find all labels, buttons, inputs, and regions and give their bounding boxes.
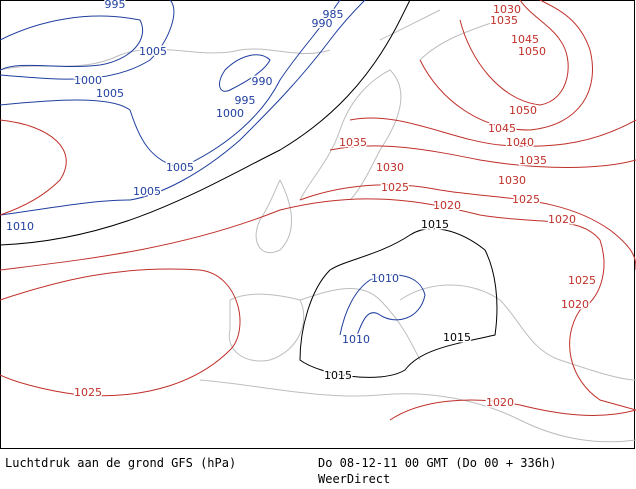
isobar-label: 1035	[339, 136, 367, 149]
isobar-label: 1005	[133, 185, 161, 198]
source: WeerDirect	[318, 472, 391, 486]
isobar-label: 1030	[376, 161, 404, 174]
map-title: Luchtdruk aan de grond GFS (hPa)	[5, 456, 237, 470]
isobar-label: 1025	[381, 181, 409, 194]
isobar-label: 1050	[509, 104, 537, 117]
isobar-label: 1005	[166, 161, 194, 174]
isobar-label: 1020	[486, 396, 514, 409]
isobar-label: 985	[323, 8, 344, 21]
isobar-label: 1030	[498, 174, 526, 187]
valid-time: Do 08-12-11 00 GMT (Do 00 + 336h)	[318, 456, 557, 470]
isobar-lines	[0, 0, 636, 421]
isobar-label: 1050	[518, 45, 546, 58]
isobar-label: 995	[235, 94, 256, 107]
isobar-label: 1020	[561, 298, 589, 311]
isobar-label: 1005	[96, 87, 124, 100]
isobar-label: 1045	[488, 122, 516, 135]
isobar-label: 1000	[74, 74, 102, 87]
isobar-label: 995	[105, 0, 126, 11]
isobar-label: 1010	[6, 220, 34, 233]
isobar-label: 1020	[433, 199, 461, 212]
isobar-label: 1010	[371, 272, 399, 285]
isobar-label: 1035	[519, 154, 547, 167]
isobar-label: 1025	[568, 274, 596, 287]
isobar-label: 1010	[342, 333, 370, 346]
map-frame	[0, 0, 635, 449]
map: 995 985 990 1005 1000 1005 990 995 1000 …	[0, 0, 636, 449]
isobar-label: 1020	[548, 213, 576, 226]
isobar-label: 1015	[421, 218, 449, 231]
isobar-label: 1005	[139, 45, 167, 58]
isobar-label: 990	[312, 17, 333, 30]
isobar-label: 1025	[512, 193, 540, 206]
isobar-label: 990	[252, 75, 273, 88]
isobar-label: 1030	[493, 3, 521, 16]
isobar-label: 1040	[506, 136, 534, 149]
isobar-label: 1045	[511, 33, 539, 46]
isobar-labels: 995 985 990 1005 1000 1005 990 995 1000 …	[5, 0, 598, 411]
isobar-label: 1015	[443, 331, 471, 344]
isobar-label: 1000	[216, 107, 244, 120]
coastlines	[0, 9, 636, 443]
isobar-label: 1025	[74, 386, 102, 399]
isobar-label: 1015	[324, 369, 352, 382]
isobar-label: 1035	[490, 14, 518, 27]
